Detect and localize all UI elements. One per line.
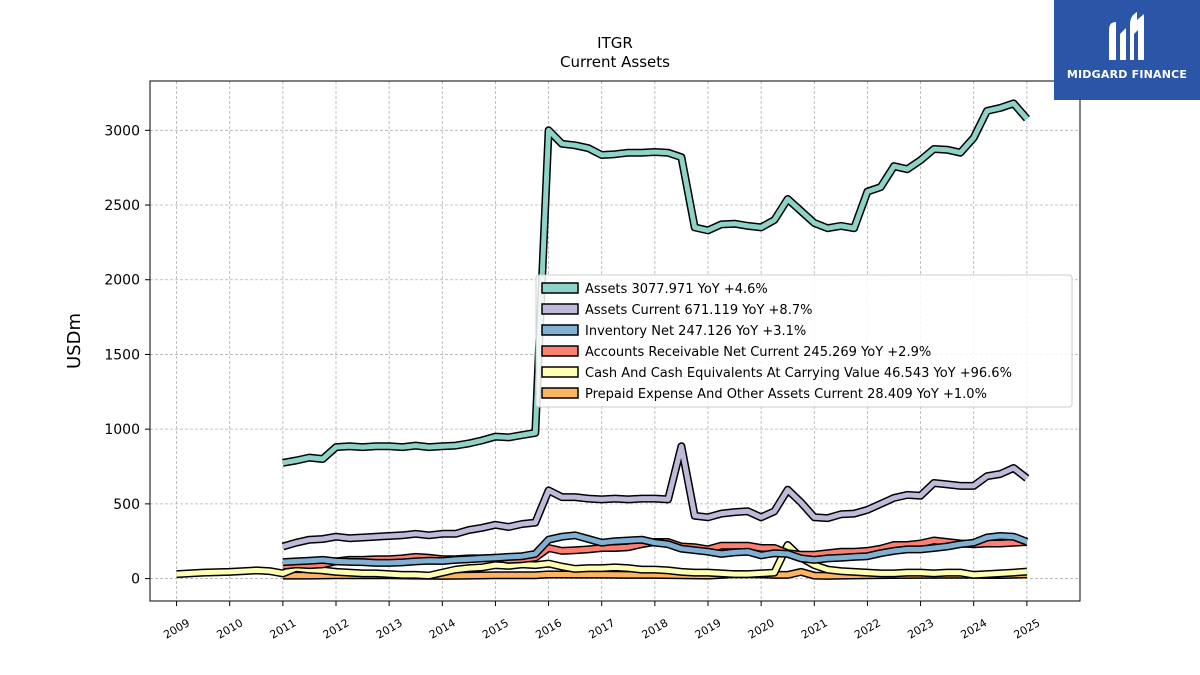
y-axis: 0 500 1000 1500 2000 2500 3000	[104, 123, 150, 588]
series-line	[176, 541, 1028, 580]
y-tick-label: 1000	[104, 422, 140, 438]
series-fill	[282, 100, 1029, 466]
legend-swatch	[541, 324, 579, 336]
legend-swatch	[541, 303, 579, 315]
y-tick-label: 3000	[104, 123, 140, 139]
midgard-logo-icon	[1054, 0, 1200, 100]
legend-swatch	[541, 282, 579, 294]
y-tick-label: 2500	[104, 198, 140, 214]
series-line	[281, 442, 1030, 551]
y-tick-label: 1500	[104, 347, 140, 363]
series-line	[282, 531, 1029, 567]
series-fill	[282, 532, 1028, 566]
chart-subtitle: Current Assets	[560, 53, 670, 71]
y-tick-label: 0	[131, 572, 140, 588]
series-line	[282, 99, 1030, 467]
legend-label: Accounts Receivable Net Current 245.269 …	[585, 345, 931, 360]
legend-swatch	[541, 366, 579, 378]
legend-label: Prepaid Expense And Other Assets Current…	[585, 387, 987, 402]
plot-frame	[149, 80, 1081, 602]
grid-lines	[150, 81, 1080, 601]
legend-label: Cash And Cash Equivalents At Carrying Va…	[585, 366, 1012, 381]
brand-logo: MIDGARD FINANCE	[1054, 0, 1200, 100]
legend-label: Inventory Net 247.126 YoY +3.1%	[585, 324, 806, 339]
brand-name: MIDGARD FINANCE	[1066, 68, 1188, 81]
legend-label: Assets 3077.971 YoY +4.6%	[585, 282, 768, 297]
legend-label: Assets Current 671.119 YoY +8.7%	[585, 303, 812, 318]
series-lines	[176, 99, 1030, 580]
series-fill	[282, 443, 1029, 549]
series-fill	[176, 542, 1028, 579]
legend-box	[535, 274, 1073, 408]
legend-swatch	[541, 387, 579, 399]
y-tick-label: 2000	[104, 273, 140, 289]
chart-title: ITGR	[597, 34, 633, 52]
y-tick-label: 500	[113, 497, 140, 513]
y-axis-label: USDm	[64, 313, 85, 369]
legend: Assets 3077.971 YoY +4.6% Assets Current …	[535, 274, 1073, 408]
legend-swatch	[541, 345, 579, 357]
